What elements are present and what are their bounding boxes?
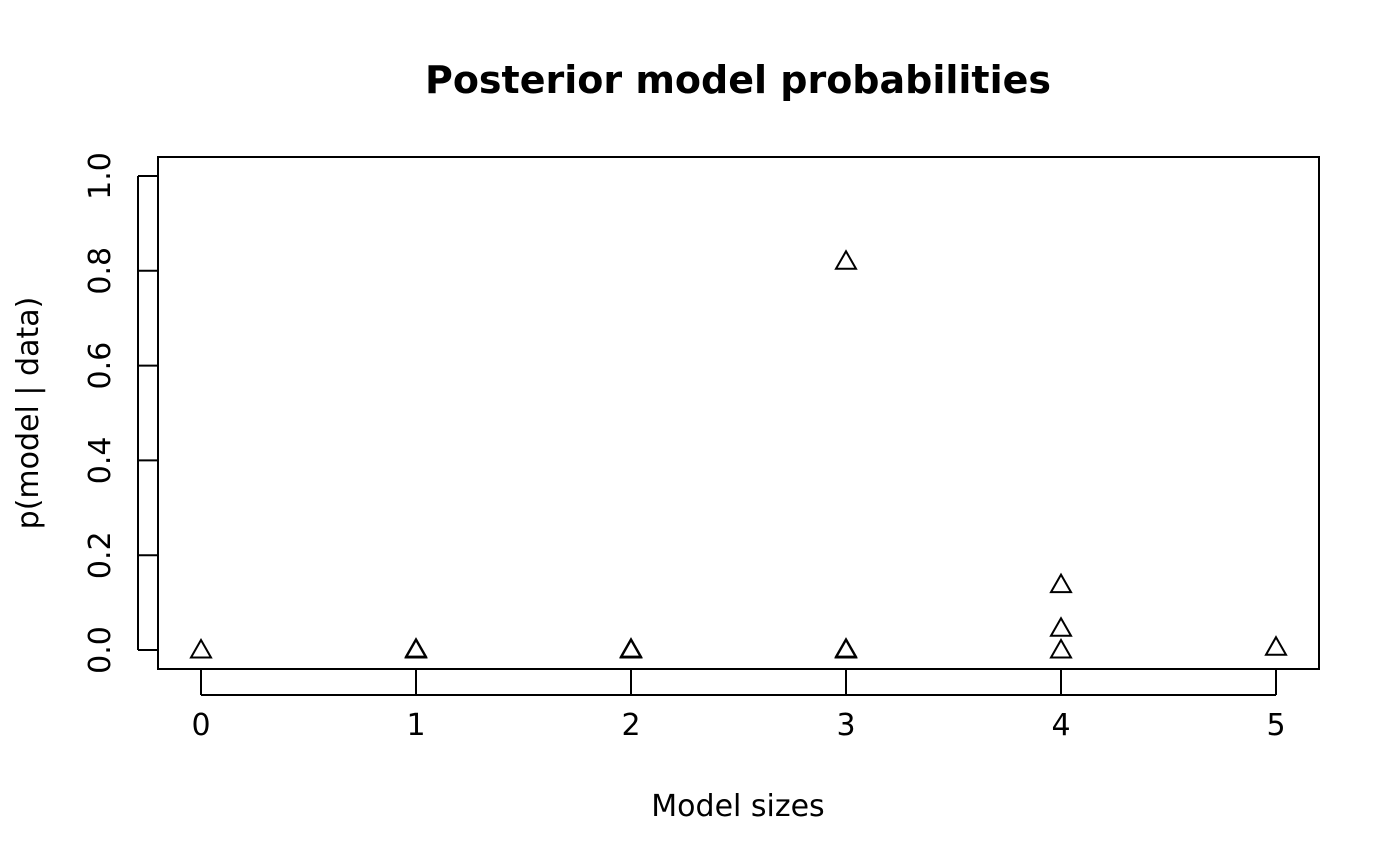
data-point <box>1049 616 1073 637</box>
y-tick-label: 0.8 <box>83 247 118 295</box>
data-point <box>834 637 858 658</box>
chart-title: Posterior model probabilities <box>425 58 1051 102</box>
data-point <box>189 638 213 659</box>
x-axis: 0 1 2 3 4 5 <box>191 669 1286 743</box>
x-tick-label: 2 <box>621 708 640 743</box>
y-tick-label: 0.6 <box>83 342 118 390</box>
y-axis-label: p(model | data) <box>11 297 46 530</box>
x-tick-label: 1 <box>406 708 425 743</box>
y-tick-label: 0.2 <box>83 531 118 579</box>
y-tick-label: 0.4 <box>83 437 118 485</box>
data-point <box>619 638 643 659</box>
y-tick-label: 0.0 <box>83 626 118 674</box>
x-tick-label: 0 <box>191 708 210 743</box>
data-point <box>1264 635 1288 656</box>
x-axis-label: Model sizes <box>651 789 824 824</box>
data-point <box>404 637 428 658</box>
x-tick-label: 4 <box>1051 708 1070 743</box>
x-tick-label: 3 <box>836 708 855 743</box>
plot-area <box>157 156 1320 670</box>
data-points <box>189 249 1288 659</box>
x-tick-label: 5 <box>1266 708 1285 743</box>
data-point <box>1049 638 1073 659</box>
y-tick-label: 1.0 <box>83 152 118 200</box>
data-point <box>834 249 858 270</box>
data-point <box>619 637 643 659</box>
data-point <box>619 637 643 658</box>
data-point <box>404 638 428 659</box>
data-point <box>834 638 858 659</box>
data-point <box>1049 572 1073 594</box>
y-axis: 0.0 0.2 0.4 0.6 0.8 1.0 <box>83 152 158 674</box>
